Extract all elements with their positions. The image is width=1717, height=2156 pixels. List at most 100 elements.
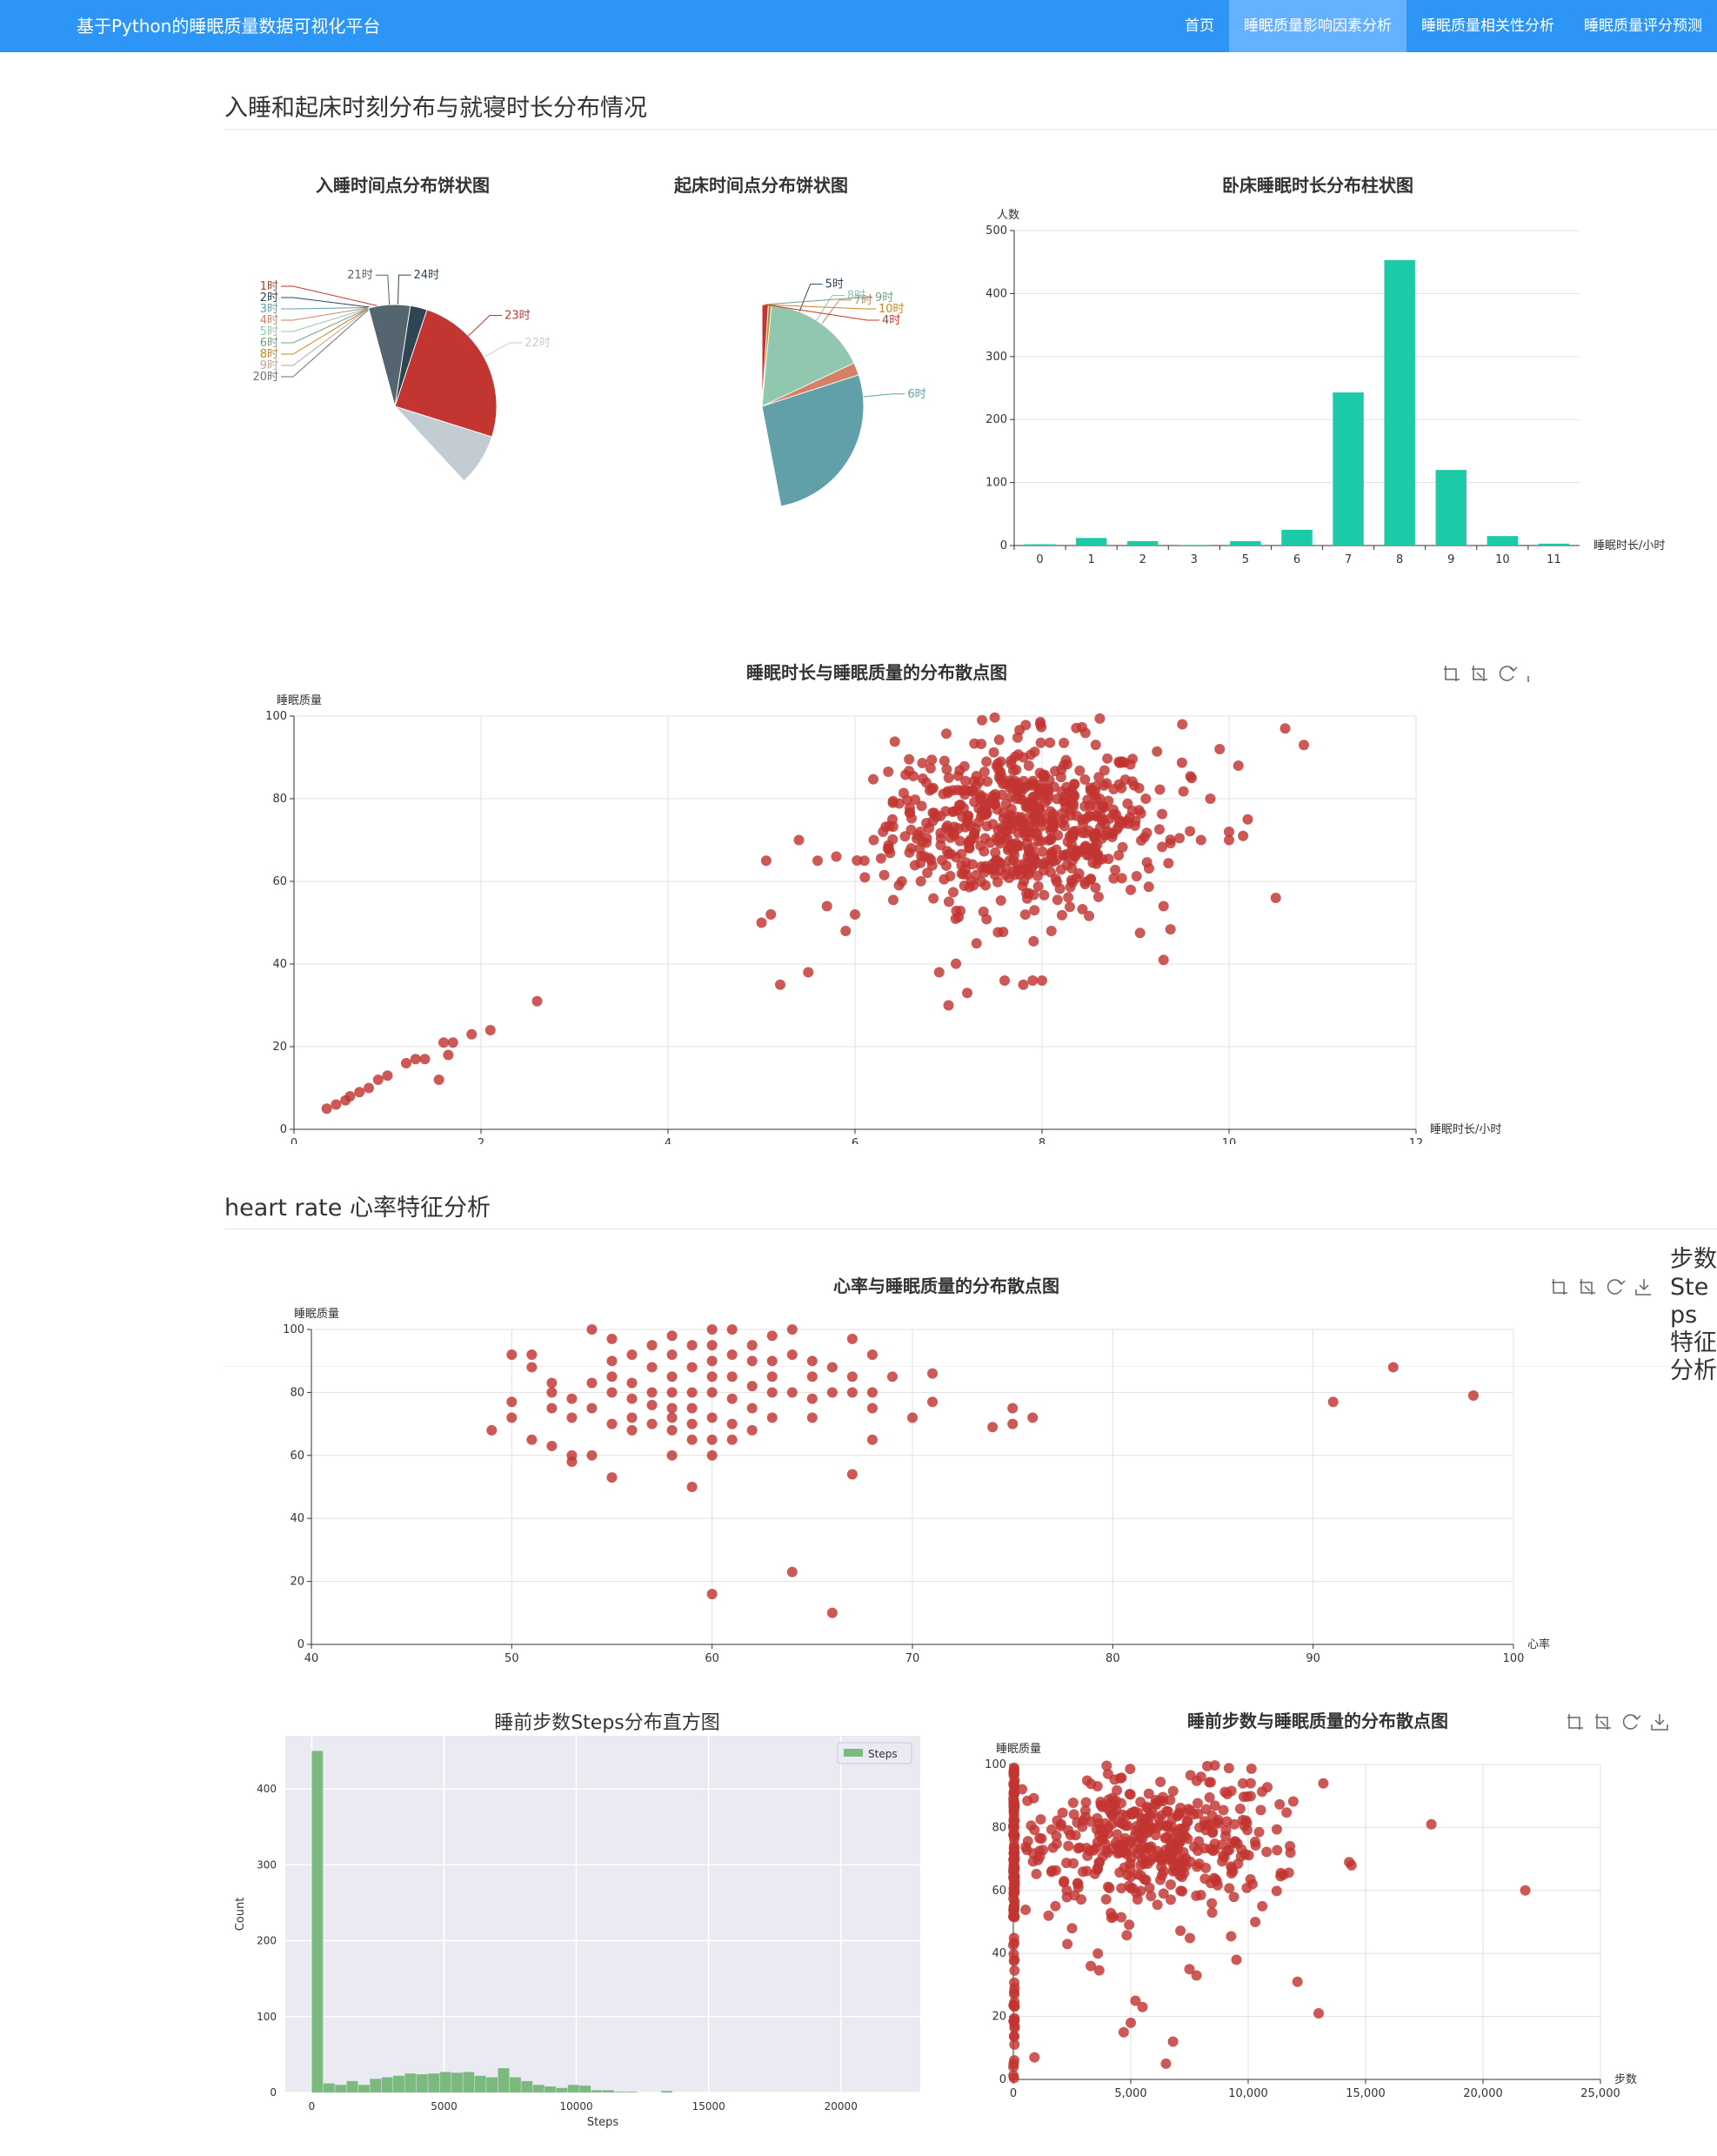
scatter-point	[1130, 1995, 1141, 2006]
scatter-point	[1080, 1811, 1092, 1823]
scatter-point	[1165, 1894, 1176, 1905]
zoom-reset-icon[interactable]	[1580, 1279, 1595, 1295]
scatter-point	[821, 901, 832, 912]
scatter-point	[382, 1070, 393, 1081]
scatter-point	[1020, 1905, 1032, 1916]
scatter-point	[1193, 1845, 1204, 1857]
scatter-point	[993, 734, 1005, 746]
scatter-point	[1042, 794, 1053, 806]
scatter-point	[1063, 1840, 1074, 1851]
scatter-point	[1228, 1892, 1239, 1903]
scatter-point	[606, 1472, 618, 1483]
nav-item-correlation-analysis[interactable]: 睡眠质量相关性分析	[1421, 17, 1554, 35]
bar	[1075, 538, 1107, 546]
download-icon[interactable]	[1635, 1279, 1651, 1296]
scatter-point	[1063, 892, 1074, 903]
scatter-point	[1092, 891, 1104, 902]
x-tick-label: 8	[1396, 553, 1403, 566]
chart-title: 睡前步数与睡眠质量的分布散点图	[1187, 1711, 1448, 1731]
scatter-point	[956, 848, 967, 860]
scatter-point	[1073, 868, 1085, 880]
scatter-point	[1140, 793, 1152, 804]
scatter-point	[1015, 787, 1026, 798]
scatter-point	[786, 1324, 798, 1335]
scatter-point	[831, 851, 842, 862]
zoom-icon[interactable]	[1444, 666, 1460, 681]
restore-icon[interactable]	[1622, 1714, 1641, 1730]
scatter-point	[1038, 865, 1049, 876]
scatter-points	[321, 712, 1309, 1115]
download-icon[interactable]	[1527, 666, 1529, 682]
scatter-point	[1060, 802, 1072, 814]
zoom-icon[interactable]	[1552, 1279, 1567, 1295]
scatter-point	[1275, 1871, 1286, 1882]
scatter-point	[1176, 757, 1187, 768]
scatter-point	[1152, 746, 1163, 757]
scatter-point	[975, 840, 986, 851]
nav-item-score-prediction[interactable]: 睡眠质量评分预测	[1584, 17, 1702, 35]
x-tick-label: 0	[1036, 553, 1043, 566]
scatter-point	[1271, 1885, 1282, 1897]
scatter-point	[1102, 753, 1113, 764]
pie-label-line	[281, 307, 371, 332]
pie-label-line	[281, 285, 378, 307]
y-tick-label: 100	[985, 477, 1007, 490]
scatter-point	[1162, 1805, 1173, 1817]
nav-item-home[interactable]: 首页	[1185, 17, 1214, 35]
zoom-reset-icon[interactable]	[1472, 666, 1487, 681]
x-tick-label: 70	[905, 1652, 920, 1665]
scatter-point	[1027, 1412, 1039, 1423]
scatter-point	[992, 927, 1004, 938]
scatter-point	[1140, 1874, 1152, 1885]
scatter-points	[486, 1324, 1479, 1618]
scatter-point	[941, 764, 952, 775]
scatter-point	[746, 1340, 758, 1351]
scatter-point	[1079, 773, 1091, 785]
pie-label-line	[281, 306, 371, 378]
histogram-bar	[556, 2087, 568, 2092]
scatter-point	[954, 765, 965, 776]
scatter-point	[1035, 737, 1046, 748]
pie-label-line	[484, 342, 523, 358]
scatter-point	[1240, 1815, 1252, 1826]
nav-item-factor-analysis[interactable]: 睡眠质量影响因素分析	[1229, 0, 1406, 52]
restore-icon[interactable]	[1607, 1279, 1626, 1295]
scatter-point	[1185, 1932, 1196, 1944]
scatter-point	[1061, 1885, 1072, 1896]
scatter-point	[1099, 780, 1110, 791]
zoom-reset-icon[interactable]	[1595, 1714, 1611, 1730]
x-tick-label: 50	[504, 1652, 519, 1665]
scatter-point	[1387, 1362, 1399, 1373]
scatter-point	[1008, 1792, 1019, 1804]
scatter-point	[1108, 784, 1119, 795]
chart-title: 入睡时间点分布饼状图	[316, 175, 490, 196]
y-tick-label: 300	[257, 1858, 277, 1871]
scatter-point	[1037, 975, 1047, 986]
scatter-point	[546, 1403, 558, 1414]
x-tick-label: 5	[1242, 553, 1249, 566]
scatter-point	[868, 834, 879, 846]
scatter-point	[1062, 1938, 1073, 1950]
scatter-point	[1279, 723, 1291, 734]
scatter-point	[1009, 1833, 1020, 1845]
x-tick-label: 6	[1293, 553, 1300, 566]
x-tick-label: 90	[1306, 1652, 1320, 1665]
scatter-point	[1017, 794, 1028, 806]
scatter-point	[1185, 771, 1196, 782]
brand-title[interactable]: 基于Python的睡眠质量数据可视化平台	[77, 16, 381, 37]
scatter-point	[994, 857, 1005, 868]
nav-menu: 首页 睡眠质量影响因素分析 睡眠质量相关性分析 睡眠质量评分预测	[1170, 0, 1717, 52]
download-icon[interactable]	[1651, 1714, 1668, 1731]
scatter-point	[1046, 1824, 1057, 1835]
scatter-point	[1059, 1876, 1070, 1887]
scatter-point	[1153, 1852, 1165, 1864]
scatter-point	[1066, 1923, 1078, 1934]
scatter-point	[993, 832, 1005, 843]
restore-icon[interactable]	[1499, 666, 1518, 681]
zoom-icon[interactable]	[1567, 1714, 1583, 1730]
scatter-point	[977, 807, 988, 819]
chart-title: 睡眠时长与睡眠质量的分布散点图	[746, 662, 1007, 683]
scatter-point	[1039, 769, 1051, 780]
